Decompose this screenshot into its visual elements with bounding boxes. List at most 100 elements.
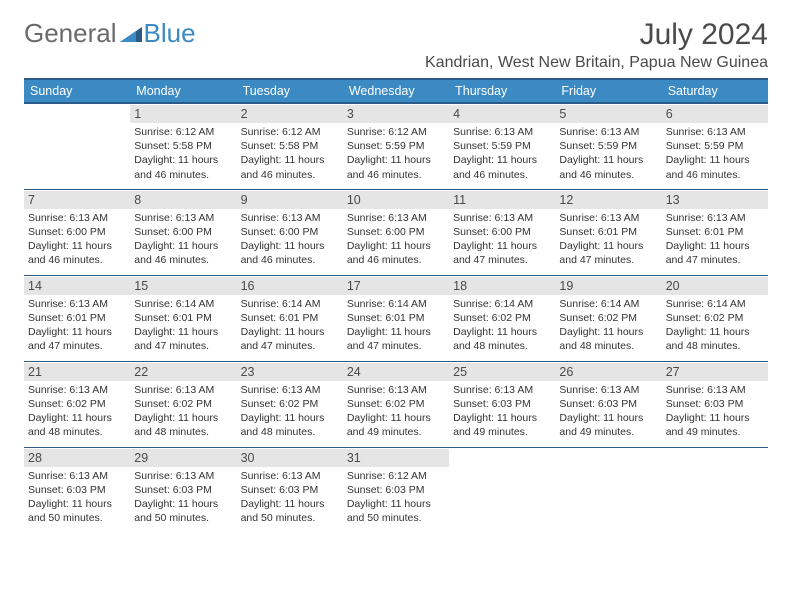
calendar-cell: 21Sunrise: 6:13 AMSunset: 6:02 PMDayligh… bbox=[24, 361, 130, 447]
day-number: 4 bbox=[449, 105, 555, 123]
sunset-text: Sunset: 6:03 PM bbox=[666, 397, 764, 411]
sunset-text: Sunset: 6:00 PM bbox=[347, 225, 445, 239]
day-number: 17 bbox=[343, 277, 449, 295]
daylight-text: Daylight: 11 hours and 46 minutes. bbox=[28, 239, 126, 267]
sunset-text: Sunset: 6:02 PM bbox=[666, 311, 764, 325]
calendar-week: 28Sunrise: 6:13 AMSunset: 6:03 PMDayligh… bbox=[24, 447, 768, 533]
cell-text: Sunrise: 6:13 AMSunset: 6:00 PMDaylight:… bbox=[241, 211, 339, 268]
day-number: 14 bbox=[24, 277, 130, 295]
sunrise-text: Sunrise: 6:13 AM bbox=[559, 211, 657, 225]
sunset-text: Sunset: 5:58 PM bbox=[241, 139, 339, 153]
cell-text: Sunrise: 6:13 AMSunset: 6:03 PMDaylight:… bbox=[241, 469, 339, 526]
cell-text: Sunrise: 6:13 AMSunset: 6:02 PMDaylight:… bbox=[241, 383, 339, 440]
daylight-text: Daylight: 11 hours and 50 minutes. bbox=[134, 497, 232, 525]
day-header: Monday bbox=[130, 79, 236, 103]
sunset-text: Sunset: 6:03 PM bbox=[28, 483, 126, 497]
day-number: 19 bbox=[555, 277, 661, 295]
sunrise-text: Sunrise: 6:13 AM bbox=[134, 211, 232, 225]
daylight-text: Daylight: 11 hours and 46 minutes. bbox=[666, 153, 764, 181]
calendar-cell: 30Sunrise: 6:13 AMSunset: 6:03 PMDayligh… bbox=[237, 447, 343, 533]
sunset-text: Sunset: 6:01 PM bbox=[28, 311, 126, 325]
daylight-text: Daylight: 11 hours and 46 minutes. bbox=[347, 239, 445, 267]
sunrise-text: Sunrise: 6:12 AM bbox=[134, 125, 232, 139]
sunrise-text: Sunrise: 6:14 AM bbox=[666, 297, 764, 311]
sunrise-text: Sunrise: 6:13 AM bbox=[28, 211, 126, 225]
sunset-text: Sunset: 6:01 PM bbox=[241, 311, 339, 325]
sunset-text: Sunset: 6:00 PM bbox=[28, 225, 126, 239]
logo-word2: Blue bbox=[144, 18, 196, 49]
cell-text: Sunrise: 6:13 AMSunset: 6:02 PMDaylight:… bbox=[134, 383, 232, 440]
cell-text: Sunrise: 6:13 AMSunset: 6:01 PMDaylight:… bbox=[666, 211, 764, 268]
calendar-cell bbox=[24, 103, 130, 189]
calendar-cell: 26 Sunrise: 6:13 AMSunset: 6:03 PMDayligh… bbox=[555, 361, 661, 447]
daylight-text: Daylight: 11 hours and 47 minutes. bbox=[559, 239, 657, 267]
cell-text: Sunrise: 6:13 AMSunset: 6:00 PMDaylight:… bbox=[134, 211, 232, 268]
calendar-cell: 14 Sunrise: 6:13 AMSunset: 6:01 PMDayligh… bbox=[24, 275, 130, 361]
day-header: Wednesday bbox=[343, 79, 449, 103]
day-header: Friday bbox=[555, 79, 661, 103]
sunrise-text: Sunrise: 6:13 AM bbox=[28, 469, 126, 483]
day-number: 1 bbox=[130, 105, 236, 123]
sunrise-text: Sunrise: 6:13 AM bbox=[453, 125, 551, 139]
sunrise-text: Sunrise: 6:12 AM bbox=[241, 125, 339, 139]
month-title: July 2024 bbox=[425, 18, 768, 52]
sunrise-text: Sunrise: 6:13 AM bbox=[134, 383, 232, 397]
cell-text: Sunrise: 6:13 AMSunset: 6:00 PMDaylight:… bbox=[28, 211, 126, 268]
sunrise-text: Sunrise: 6:13 AM bbox=[559, 383, 657, 397]
daylight-text: Daylight: 11 hours and 49 minutes. bbox=[453, 411, 551, 439]
calendar-cell: 24Sunrise: 6:13 AMSunset: 6:02 PMDayligh… bbox=[343, 361, 449, 447]
calendar-cell: 25Sunrise: 6:13 AMSunset: 6:03 PMDayligh… bbox=[449, 361, 555, 447]
cell-text: Sunrise: 6:13 AMSunset: 6:03 PMDaylight:… bbox=[28, 469, 126, 526]
cell-text: Sunrise: 6:14 AMSunset: 6:02 PMDaylight:… bbox=[666, 297, 764, 354]
day-number: 23 bbox=[237, 363, 343, 381]
sunrise-text: Sunrise: 6:13 AM bbox=[241, 383, 339, 397]
calendar-cell: 11Sunrise: 6:13 AMSunset: 6:00 PMDayligh… bbox=[449, 189, 555, 275]
cell-text: Sunrise: 6:14 AMSunset: 6:02 PMDaylight:… bbox=[559, 297, 657, 354]
sunset-text: Sunset: 5:58 PM bbox=[134, 139, 232, 153]
day-number: 29 bbox=[130, 449, 236, 467]
cell-text: Sunrise: 6:13 AMSunset: 6:00 PMDaylight:… bbox=[453, 211, 551, 268]
sunrise-text: Sunrise: 6:13 AM bbox=[28, 297, 126, 311]
day-header: Saturday bbox=[662, 79, 768, 103]
cell-text: Sunrise: 6:13 AMSunset: 6:01 PMDaylight:… bbox=[559, 211, 657, 268]
logo-word1: General bbox=[24, 18, 117, 49]
sunset-text: Sunset: 6:01 PM bbox=[666, 225, 764, 239]
calendar-cell: 31Sunrise: 6:12 AMSunset: 6:03 PMDayligh… bbox=[343, 447, 449, 533]
day-number: 26 bbox=[555, 363, 661, 381]
daylight-text: Daylight: 11 hours and 46 minutes. bbox=[559, 153, 657, 181]
sunset-text: Sunset: 6:03 PM bbox=[559, 397, 657, 411]
cell-text: Sunrise: 6:13 AMSunset: 6:03 PMDaylight:… bbox=[559, 383, 657, 440]
daylight-text: Daylight: 11 hours and 48 minutes. bbox=[559, 325, 657, 353]
day-number: 7 bbox=[24, 191, 130, 209]
daylight-text: Daylight: 11 hours and 47 minutes. bbox=[28, 325, 126, 353]
day-number: 6 bbox=[662, 105, 768, 123]
sunrise-text: Sunrise: 6:13 AM bbox=[241, 469, 339, 483]
day-number: 24 bbox=[343, 363, 449, 381]
cell-text: Sunrise: 6:13 AMSunset: 6:03 PMDaylight:… bbox=[453, 383, 551, 440]
day-number: 2 bbox=[237, 105, 343, 123]
cell-text: Sunrise: 6:12 AMSunset: 5:59 PMDaylight:… bbox=[347, 125, 445, 182]
cell-text: Sunrise: 6:12 AMSunset: 5:58 PMDaylight:… bbox=[134, 125, 232, 182]
sunrise-text: Sunrise: 6:14 AM bbox=[347, 297, 445, 311]
daylight-text: Daylight: 11 hours and 48 minutes. bbox=[666, 325, 764, 353]
calendar-cell: 17Sunrise: 6:14 AMSunset: 6:01 PMDayligh… bbox=[343, 275, 449, 361]
daylight-text: Daylight: 11 hours and 46 minutes. bbox=[347, 153, 445, 181]
daylight-text: Daylight: 11 hours and 46 minutes. bbox=[134, 239, 232, 267]
sunset-text: Sunset: 6:03 PM bbox=[134, 483, 232, 497]
day-number: 28 bbox=[24, 449, 130, 467]
cell-text: Sunrise: 6:14 AMSunset: 6:01 PMDaylight:… bbox=[241, 297, 339, 354]
calendar-cell: 6 Sunrise: 6:13 AMSunset: 5:59 PMDaylight… bbox=[662, 103, 768, 189]
cell-text: Sunrise: 6:13 AMSunset: 5:59 PMDaylight:… bbox=[666, 125, 764, 182]
calendar-cell: 18Sunrise: 6:14 AMSunset: 6:02 PMDayligh… bbox=[449, 275, 555, 361]
calendar-week: 1Sunrise: 6:12 AMSunset: 5:58 PMDaylight… bbox=[24, 103, 768, 189]
day-number: 31 bbox=[343, 449, 449, 467]
location: Kandrian, West New Britain, Papua New Gu… bbox=[425, 54, 768, 72]
sunrise-text: Sunrise: 6:14 AM bbox=[134, 297, 232, 311]
sunset-text: Sunset: 6:00 PM bbox=[134, 225, 232, 239]
calendar-cell: 9Sunrise: 6:13 AMSunset: 6:00 PMDaylight… bbox=[237, 189, 343, 275]
sunset-text: Sunset: 6:02 PM bbox=[347, 397, 445, 411]
calendar-cell: 3Sunrise: 6:12 AMSunset: 5:59 PMDaylight… bbox=[343, 103, 449, 189]
calendar-cell: 20Sunrise: 6:14 AMSunset: 6:02 PMDayligh… bbox=[662, 275, 768, 361]
calendar-cell: 8Sunrise: 6:13 AMSunset: 6:00 PMDaylight… bbox=[130, 189, 236, 275]
sunrise-text: Sunrise: 6:12 AM bbox=[347, 469, 445, 483]
